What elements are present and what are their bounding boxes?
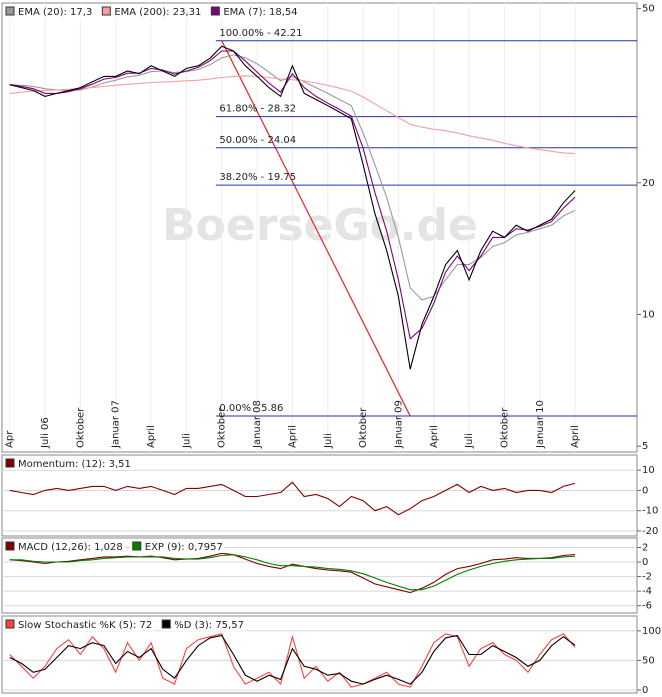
y-tick-label: -6 <box>642 601 652 612</box>
legend-swatch <box>5 619 15 629</box>
legend-label: Slow Stochastic %K (5): 72 <box>18 620 152 631</box>
panel-frame <box>1 2 638 453</box>
panel-frame <box>1 615 638 694</box>
panel-frame <box>1 537 638 614</box>
legend-label: Momentum: (12): 3,51 <box>18 459 131 470</box>
watermark: BoerseGo.de <box>162 200 478 251</box>
x-tick-label: Oktober <box>358 407 369 448</box>
y-tick-label: -4 <box>642 586 652 597</box>
x-tick-label: April <box>146 425 157 448</box>
legend-bg <box>4 540 125 553</box>
y-tick-label: -10 <box>642 506 658 517</box>
legend-swatch <box>210 6 220 16</box>
legend-bg <box>130 540 225 553</box>
x-tick-label: April <box>570 425 581 448</box>
y-tick-label: -2 <box>642 572 652 583</box>
x-tick-label: Oktober <box>499 407 510 448</box>
series-line <box>9 50 576 340</box>
series-line <box>9 554 576 591</box>
level-label: 0.00% - 5.86 <box>219 403 283 414</box>
legend-label: EXP (9): 0,7957 <box>145 542 223 553</box>
panel-frame <box>1 454 638 537</box>
level-label: 38.20% - 19.75 <box>219 172 296 183</box>
legend-label: EMA (200): 23,31 <box>114 7 201 18</box>
x-tick-label: Juli <box>464 433 475 449</box>
trend-line <box>221 40 411 417</box>
series-line <box>9 54 576 301</box>
level-label: 61.80% - 28.32 <box>219 104 296 115</box>
x-tick-label: Juli <box>181 433 192 449</box>
legend-bg <box>100 5 204 18</box>
legend-swatch <box>132 541 142 551</box>
y-tick-label: 10 <box>642 309 655 320</box>
x-tick-label: April <box>429 425 440 448</box>
legend-label: %D (3): 75,57 <box>174 620 244 631</box>
x-tick-label: Oktober <box>75 407 86 448</box>
legend-swatch <box>161 619 171 629</box>
x-tick-label: Oktober <box>217 407 228 448</box>
series-line <box>9 481 576 516</box>
legend-bg <box>4 457 133 470</box>
series-line <box>9 75 576 155</box>
y-tick-label: 2 <box>642 542 648 553</box>
y-tick-label: 5 <box>642 441 648 452</box>
legend-label: EMA (7): 18,54 <box>223 7 297 18</box>
x-tick-label: Juli <box>323 433 334 449</box>
x-tick-label: Januar 07 <box>111 400 122 449</box>
x-tick-label: Juli 06 <box>40 417 51 449</box>
x-tick-label: Apr <box>5 430 16 448</box>
series-line <box>9 634 576 685</box>
legend-swatch <box>5 6 15 16</box>
y-tick-label: -20 <box>642 526 658 537</box>
legend-bg <box>4 5 95 18</box>
legend-label: EMA (20): 17,3 <box>18 7 92 18</box>
y-tick-label: 0 <box>642 685 648 696</box>
legend-label: MACD (12,26): 1,028 <box>18 542 123 553</box>
legend-bg <box>160 618 246 631</box>
x-tick-label: April <box>287 425 298 448</box>
legend-swatch <box>101 6 111 16</box>
x-tick-label: Januar 10 <box>535 400 546 449</box>
y-tick-label: 0 <box>642 557 648 568</box>
series-line <box>9 552 576 594</box>
x-tick-label: Januar 08 <box>252 400 263 449</box>
y-tick-label: 10 <box>642 465 655 476</box>
y-tick-label: 100 <box>642 626 661 637</box>
legend-swatch <box>5 541 15 551</box>
x-tick-label: Januar 09 <box>393 400 404 449</box>
y-tick-label: 20 <box>642 178 655 189</box>
series-line <box>9 633 576 688</box>
y-tick-label: 50 <box>642 655 655 666</box>
level-label: 100.00% - 42.21 <box>219 28 302 39</box>
legend-bg <box>209 5 300 18</box>
level-label: 50.00% - 24.04 <box>219 135 296 146</box>
legend-bg <box>4 618 155 631</box>
series-line <box>9 45 576 370</box>
y-tick-label: 50 <box>642 4 655 15</box>
y-tick-label: 0 <box>642 485 648 496</box>
legend-swatch <box>5 458 15 468</box>
